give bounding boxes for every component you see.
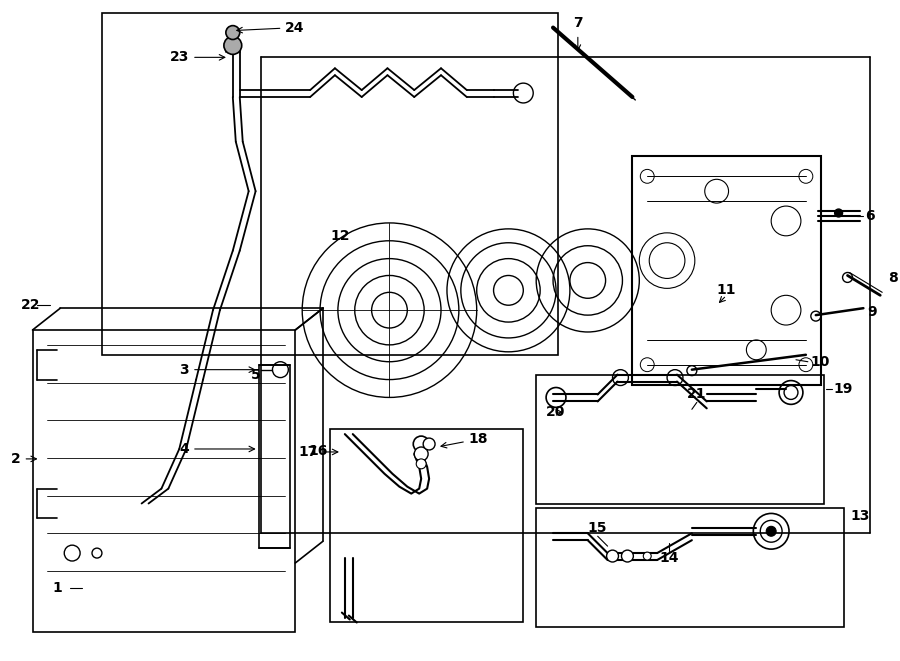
Circle shape (226, 26, 239, 40)
Circle shape (607, 550, 618, 562)
Text: 19: 19 (833, 383, 853, 397)
Text: 5: 5 (251, 368, 260, 381)
Text: 3: 3 (180, 363, 255, 377)
Text: 8: 8 (888, 272, 898, 286)
Text: 18: 18 (441, 432, 489, 448)
Text: 16: 16 (309, 444, 328, 458)
Circle shape (224, 36, 242, 54)
Text: 17: 17 (299, 445, 338, 459)
Text: 23: 23 (170, 50, 225, 64)
Text: 10: 10 (811, 355, 830, 369)
Circle shape (416, 459, 426, 469)
Text: 11: 11 (716, 284, 736, 297)
Bar (633, 157, 821, 385)
Bar (536, 375, 824, 504)
Text: 20: 20 (546, 405, 565, 419)
Text: 24: 24 (237, 20, 305, 34)
Bar (258, 365, 291, 548)
Bar (102, 13, 558, 355)
Text: 12: 12 (330, 229, 349, 243)
Bar (32, 330, 295, 633)
Text: 15: 15 (588, 522, 608, 535)
Bar (330, 429, 523, 623)
Text: 14: 14 (660, 551, 679, 565)
Text: 2: 2 (11, 452, 36, 466)
Circle shape (414, 447, 428, 461)
Circle shape (622, 550, 634, 562)
Circle shape (834, 209, 842, 217)
Circle shape (644, 552, 652, 560)
Text: 1: 1 (52, 581, 62, 595)
Text: 4: 4 (179, 442, 255, 456)
Text: 9: 9 (868, 305, 877, 319)
Text: 7: 7 (573, 16, 582, 30)
Text: 21: 21 (687, 387, 707, 401)
Circle shape (766, 526, 776, 536)
Text: 13: 13 (850, 510, 870, 524)
Circle shape (423, 438, 435, 450)
Bar (536, 508, 843, 627)
Text: 22: 22 (21, 298, 40, 312)
Text: 6: 6 (866, 209, 875, 223)
